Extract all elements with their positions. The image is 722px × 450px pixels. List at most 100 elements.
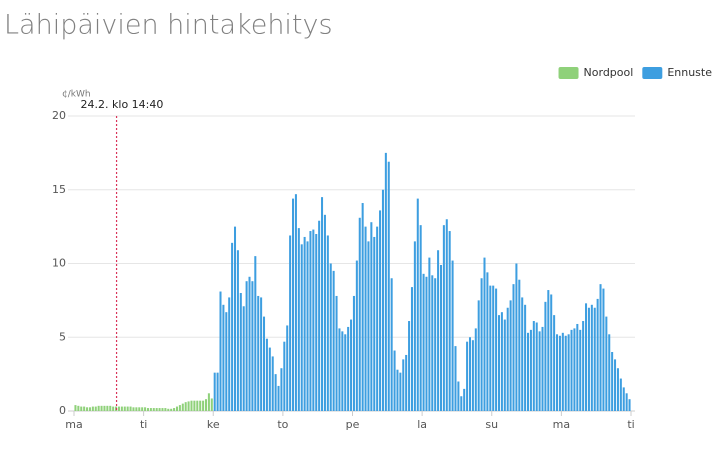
bar xyxy=(350,319,353,411)
bar xyxy=(248,276,251,411)
x-tick-label: to xyxy=(277,418,288,431)
y-tick-label: 10 xyxy=(52,257,66,270)
bar xyxy=(126,406,129,411)
bar xyxy=(321,197,324,411)
bar xyxy=(323,214,326,411)
bar xyxy=(593,307,596,411)
bar xyxy=(216,372,219,411)
bar xyxy=(556,334,559,411)
bar xyxy=(303,236,306,411)
bar xyxy=(196,400,199,411)
bar xyxy=(117,406,120,411)
bar xyxy=(175,406,179,411)
bar xyxy=(500,312,503,411)
bar xyxy=(202,400,205,411)
bar xyxy=(265,338,268,411)
bar xyxy=(541,326,544,411)
bar xyxy=(326,235,329,411)
bar xyxy=(146,408,149,411)
bar xyxy=(608,334,611,411)
bar xyxy=(512,284,515,411)
bar xyxy=(88,407,91,411)
bar xyxy=(596,298,599,411)
bar xyxy=(228,297,231,411)
bar xyxy=(190,400,193,411)
bar xyxy=(526,332,530,411)
bar xyxy=(367,241,370,411)
bar xyxy=(155,408,158,411)
bar xyxy=(268,347,271,411)
bar xyxy=(585,303,588,411)
bar xyxy=(352,295,355,411)
bar xyxy=(468,337,472,411)
bar xyxy=(83,406,86,411)
bar xyxy=(152,408,155,411)
bar xyxy=(173,408,176,411)
bar xyxy=(376,226,379,411)
bar xyxy=(239,293,242,411)
bar xyxy=(318,220,321,411)
bar xyxy=(254,256,257,411)
bar xyxy=(515,263,518,411)
bar xyxy=(434,278,437,411)
bar xyxy=(251,281,254,411)
y-tick-label: 5 xyxy=(59,330,66,343)
x-tick-label: su xyxy=(485,418,498,431)
legend-label: Nordpool xyxy=(584,66,634,79)
bar xyxy=(547,290,550,411)
bar xyxy=(489,285,492,411)
bar xyxy=(74,405,77,411)
bar xyxy=(277,385,280,411)
bar xyxy=(260,297,263,411)
bar xyxy=(492,285,495,411)
x-tick-label: ma xyxy=(553,418,570,431)
bar xyxy=(97,405,100,411)
bar xyxy=(135,407,138,411)
y-axis-unit: ¢/kWh xyxy=(62,90,91,100)
bar xyxy=(210,398,213,411)
bar xyxy=(451,260,454,411)
bar xyxy=(300,244,303,411)
bar xyxy=(387,161,390,411)
bar xyxy=(289,235,292,411)
bar xyxy=(486,272,489,411)
bar xyxy=(419,225,422,411)
bar xyxy=(590,304,593,411)
bar xyxy=(242,306,245,411)
bar xyxy=(582,321,585,411)
bar xyxy=(204,399,208,411)
bar xyxy=(622,387,625,411)
bar xyxy=(80,406,83,411)
bar xyxy=(315,234,318,411)
bar xyxy=(361,203,364,411)
bar xyxy=(257,295,260,411)
bar xyxy=(263,316,266,411)
bar xyxy=(518,279,521,411)
legend-label: Ennuste xyxy=(667,66,712,79)
bar xyxy=(509,300,512,411)
bar xyxy=(120,406,123,411)
bar xyxy=(86,407,89,411)
bar xyxy=(164,408,167,411)
x-tick-label: ma xyxy=(65,418,82,431)
bar xyxy=(364,226,367,411)
bar xyxy=(532,321,535,411)
bar xyxy=(149,408,152,411)
x-tick-label: ke xyxy=(207,418,220,431)
bar xyxy=(564,335,567,411)
bar xyxy=(529,329,532,411)
annotation-label: 24.2. klo 14:40 xyxy=(81,98,164,111)
bar xyxy=(306,241,309,411)
bar xyxy=(625,393,628,411)
bar xyxy=(442,225,445,411)
bar xyxy=(616,368,619,411)
legend-swatch xyxy=(642,67,663,79)
bar xyxy=(396,369,399,411)
bar xyxy=(358,217,361,411)
bar xyxy=(161,408,164,411)
bar xyxy=(312,229,315,411)
bar xyxy=(483,257,486,411)
bar xyxy=(91,406,94,411)
bar xyxy=(445,219,448,411)
